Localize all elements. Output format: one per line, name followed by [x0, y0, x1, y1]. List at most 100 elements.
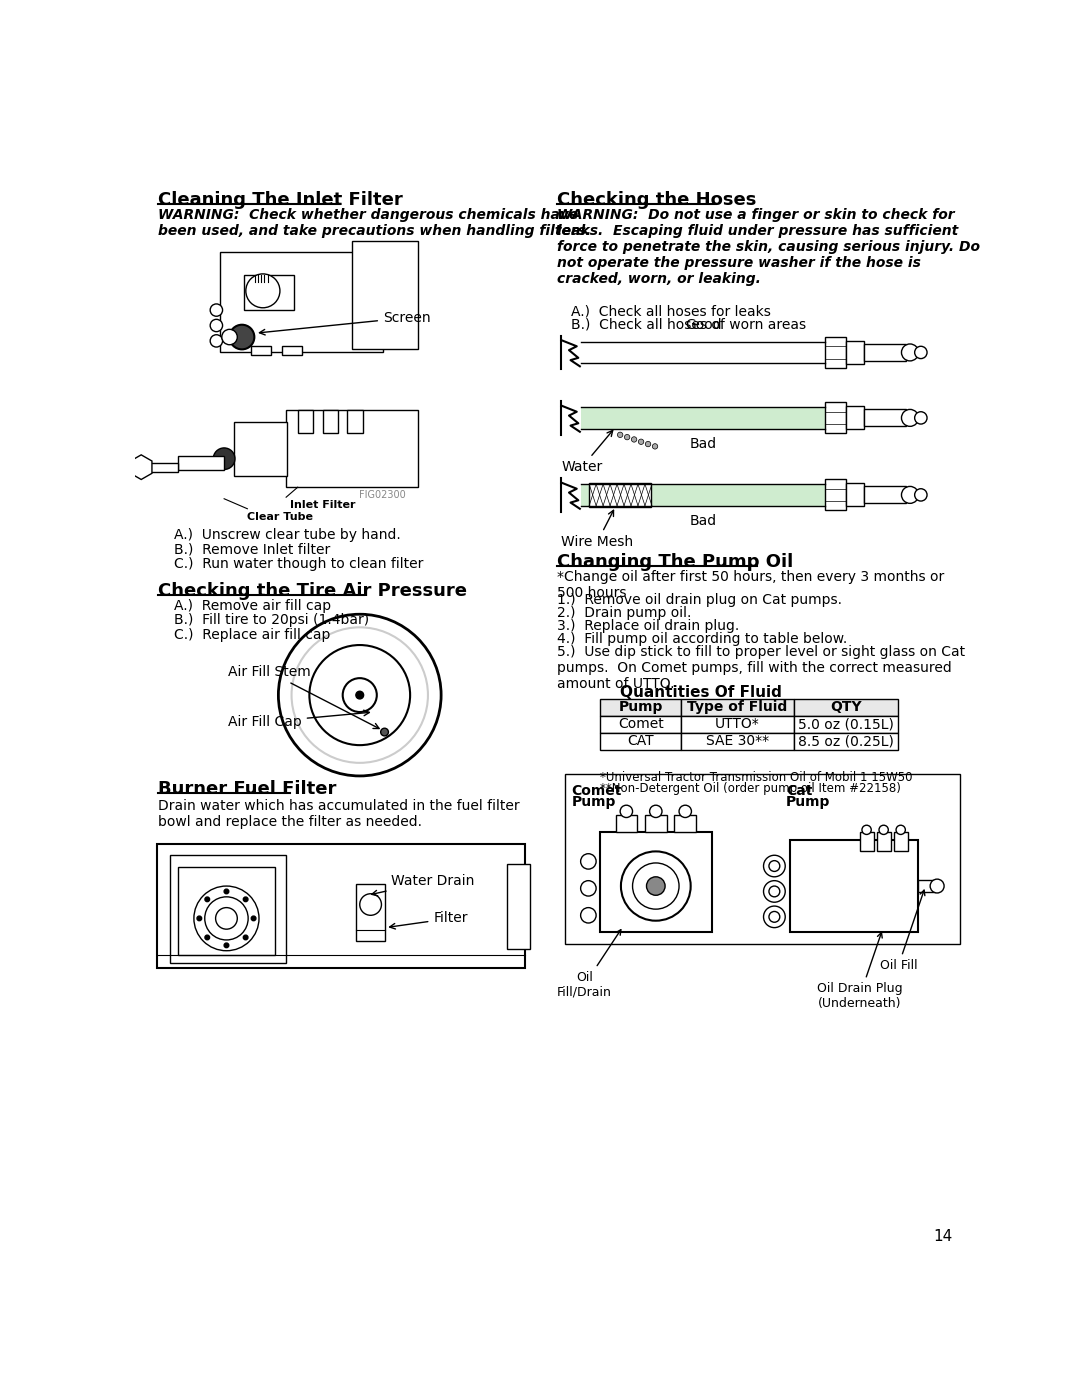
Bar	[616, 816, 637, 833]
Text: Screen: Screen	[259, 310, 431, 335]
Bar	[170, 855, 286, 963]
Circle shape	[211, 320, 222, 331]
Bar	[565, 774, 960, 944]
Bar	[645, 816, 666, 833]
Circle shape	[620, 805, 633, 817]
Circle shape	[879, 826, 888, 834]
Bar	[681, 715, 794, 733]
Circle shape	[896, 826, 905, 834]
Text: Drain water which has accumulated in the fuel filter
bowl and replace the filter: Drain water which has accumulated in the…	[159, 799, 519, 830]
Text: 1.)  Remove oil drain plug on Cat pumps.: 1.) Remove oil drain plug on Cat pumps.	[557, 592, 842, 606]
Circle shape	[915, 346, 927, 359]
Bar	[864, 409, 906, 426]
Bar	[864, 486, 906, 503]
Circle shape	[581, 854, 596, 869]
Bar	[220, 253, 383, 352]
Circle shape	[902, 344, 918, 360]
Text: Bad: Bad	[689, 514, 717, 528]
Circle shape	[252, 916, 256, 921]
Text: Burner Fuel Filter: Burner Fuel Filter	[159, 780, 337, 798]
Text: Quantities Of Fluid: Quantities Of Fluid	[620, 685, 782, 700]
Circle shape	[581, 908, 596, 923]
Circle shape	[342, 678, 377, 712]
Bar	[681, 698, 794, 715]
Circle shape	[360, 894, 381, 915]
Circle shape	[621, 851, 691, 921]
Bar	[825, 479, 847, 510]
Text: Checking the Hoses: Checking the Hoses	[557, 191, 757, 208]
Bar	[507, 865, 530, 949]
Circle shape	[292, 627, 428, 763]
Circle shape	[221, 330, 238, 345]
Bar	[352, 240, 418, 349]
Bar	[348, 411, 363, 433]
Circle shape	[246, 274, 280, 307]
Text: 2.)  Drain pump oil.: 2.) Drain pump oil.	[557, 606, 692, 620]
Text: UTTO*: UTTO*	[715, 717, 760, 732]
Circle shape	[230, 324, 255, 349]
Circle shape	[205, 935, 210, 940]
Circle shape	[915, 412, 927, 425]
Circle shape	[764, 880, 785, 902]
Text: *Universal Tractor Transmission Oil of Mobil 1 15W50: *Universal Tractor Transmission Oil of M…	[600, 771, 913, 784]
Circle shape	[930, 879, 944, 893]
Bar	[600, 715, 681, 733]
Bar	[590, 482, 651, 507]
Bar	[794, 715, 899, 733]
Text: Air Fill Stem: Air Fill Stem	[228, 665, 379, 728]
Circle shape	[902, 486, 918, 503]
Text: B.)  Check all hoses of worn areas: B.) Check all hoses of worn areas	[571, 317, 807, 332]
Bar	[282, 345, 301, 355]
Circle shape	[624, 434, 630, 440]
Text: Cat: Cat	[786, 784, 812, 799]
Text: Water: Water	[562, 430, 612, 474]
Polygon shape	[131, 455, 152, 479]
Circle shape	[915, 489, 927, 502]
Text: A.)  Remove air fill cap: A.) Remove air fill cap	[174, 599, 330, 613]
Text: 14: 14	[933, 1229, 953, 1243]
Text: Wire Mesh: Wire Mesh	[562, 510, 633, 549]
Text: 5.0 oz (0.15L): 5.0 oz (0.15L)	[798, 717, 894, 732]
Circle shape	[205, 897, 210, 901]
Circle shape	[380, 728, 389, 736]
Text: B.)  Fill tire to 20psi (1.4bar): B.) Fill tire to 20psi (1.4bar)	[174, 613, 369, 627]
Circle shape	[213, 448, 235, 469]
Bar	[794, 733, 899, 750]
Text: 4.)  Fill pump oil according to table below.: 4.) Fill pump oil according to table bel…	[557, 631, 848, 645]
Text: Good: Good	[685, 317, 721, 331]
Text: *Change oil after first 50 hours, then every 3 months or
500 hours: *Change oil after first 50 hours, then e…	[557, 570, 945, 599]
Circle shape	[309, 645, 410, 745]
Bar	[581, 485, 825, 506]
Text: Air Fill Cap: Air Fill Cap	[228, 710, 369, 729]
Bar	[157, 844, 525, 968]
Bar	[600, 733, 681, 750]
Circle shape	[769, 861, 780, 872]
Text: Pump: Pump	[786, 795, 831, 809]
Text: 5.)  Use dip stick to fill to proper level or sight glass on Cat
pumps.  On Come: 5.) Use dip stick to fill to proper leve…	[557, 645, 966, 692]
Text: Oil
Fill/Drain: Oil Fill/Drain	[557, 929, 621, 999]
Circle shape	[679, 805, 691, 817]
Text: Bad: Bad	[689, 437, 717, 451]
Text: 3.)  Replace oil drain plug.: 3.) Replace oil drain plug.	[557, 619, 740, 633]
Text: Oil Drain Plug
(Underneath): Oil Drain Plug (Underneath)	[816, 932, 903, 1010]
Bar	[825, 402, 847, 433]
Circle shape	[211, 335, 222, 346]
Text: C.)  Run water though to clean filter: C.) Run water though to clean filter	[174, 557, 423, 571]
Text: Comet: Comet	[571, 784, 622, 799]
Circle shape	[243, 897, 248, 901]
Bar	[681, 733, 794, 750]
Circle shape	[769, 911, 780, 922]
Circle shape	[638, 439, 644, 444]
Circle shape	[646, 441, 651, 447]
Text: Checking the Tire Air Pressure: Checking the Tire Air Pressure	[159, 583, 468, 599]
Text: Type of Fluid: Type of Fluid	[688, 700, 787, 714]
Text: Pump: Pump	[571, 795, 616, 809]
Circle shape	[356, 692, 364, 698]
Text: CAT: CAT	[627, 735, 654, 749]
Text: 8.5 oz (0.25L): 8.5 oz (0.25L)	[798, 735, 894, 749]
Text: WARNING:  Do not use a finger or skin to check for
leaks.  Escaping fluid under : WARNING: Do not use a finger or skin to …	[557, 208, 981, 286]
Circle shape	[902, 409, 918, 426]
Text: C.)  Replace air fill cap: C.) Replace air fill cap	[174, 629, 330, 643]
Circle shape	[764, 907, 785, 928]
Text: A.)  Check all hoses for leaks: A.) Check all hoses for leaks	[571, 305, 771, 319]
